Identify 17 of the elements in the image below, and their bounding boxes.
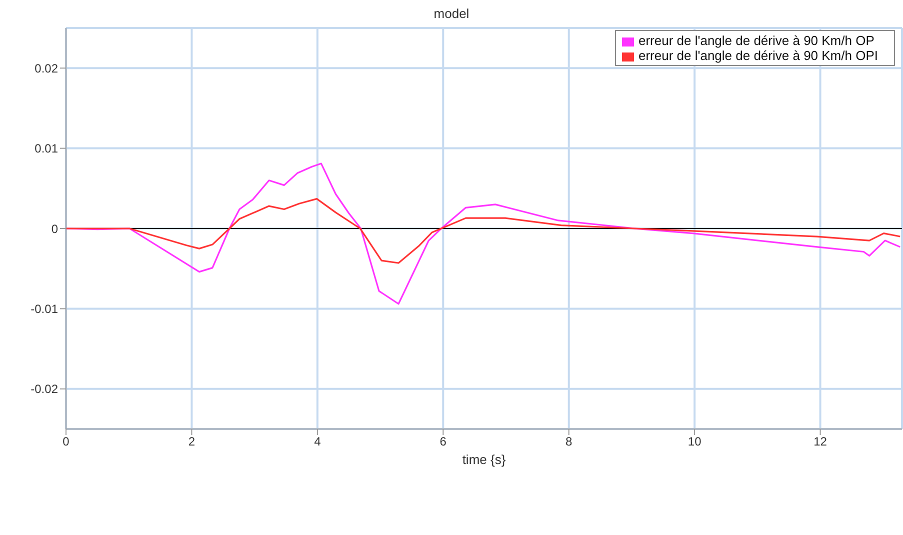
x-tick-label: 6 [440,434,447,449]
y-tick-label: -0.02 [30,382,58,396]
x-tick-label: 2 [188,434,196,449]
y-tick-label: 0 [51,222,58,236]
x-tick-label: 8 [566,434,573,449]
y-tick-label: 0.02 [34,61,58,76]
line-series [66,198,901,264]
y-tick-label: 0.01 [34,142,58,156]
x-axis-title: time {s} [462,452,506,467]
chart-title: model [432,6,470,21]
x-tick-label: 4 [314,434,322,449]
y-tick-label: -0.01 [30,302,58,316]
x-tick-label: 12 [814,434,828,449]
x-tick-label: 0 [62,434,70,449]
x-tick-label: 10 [688,434,702,449]
legend-label: erreur de l'angle de dérive à 90 Km/h OPI [638,48,878,63]
legend-label: erreur de l'angle de dérive à 90 Km/h OP [638,33,874,48]
